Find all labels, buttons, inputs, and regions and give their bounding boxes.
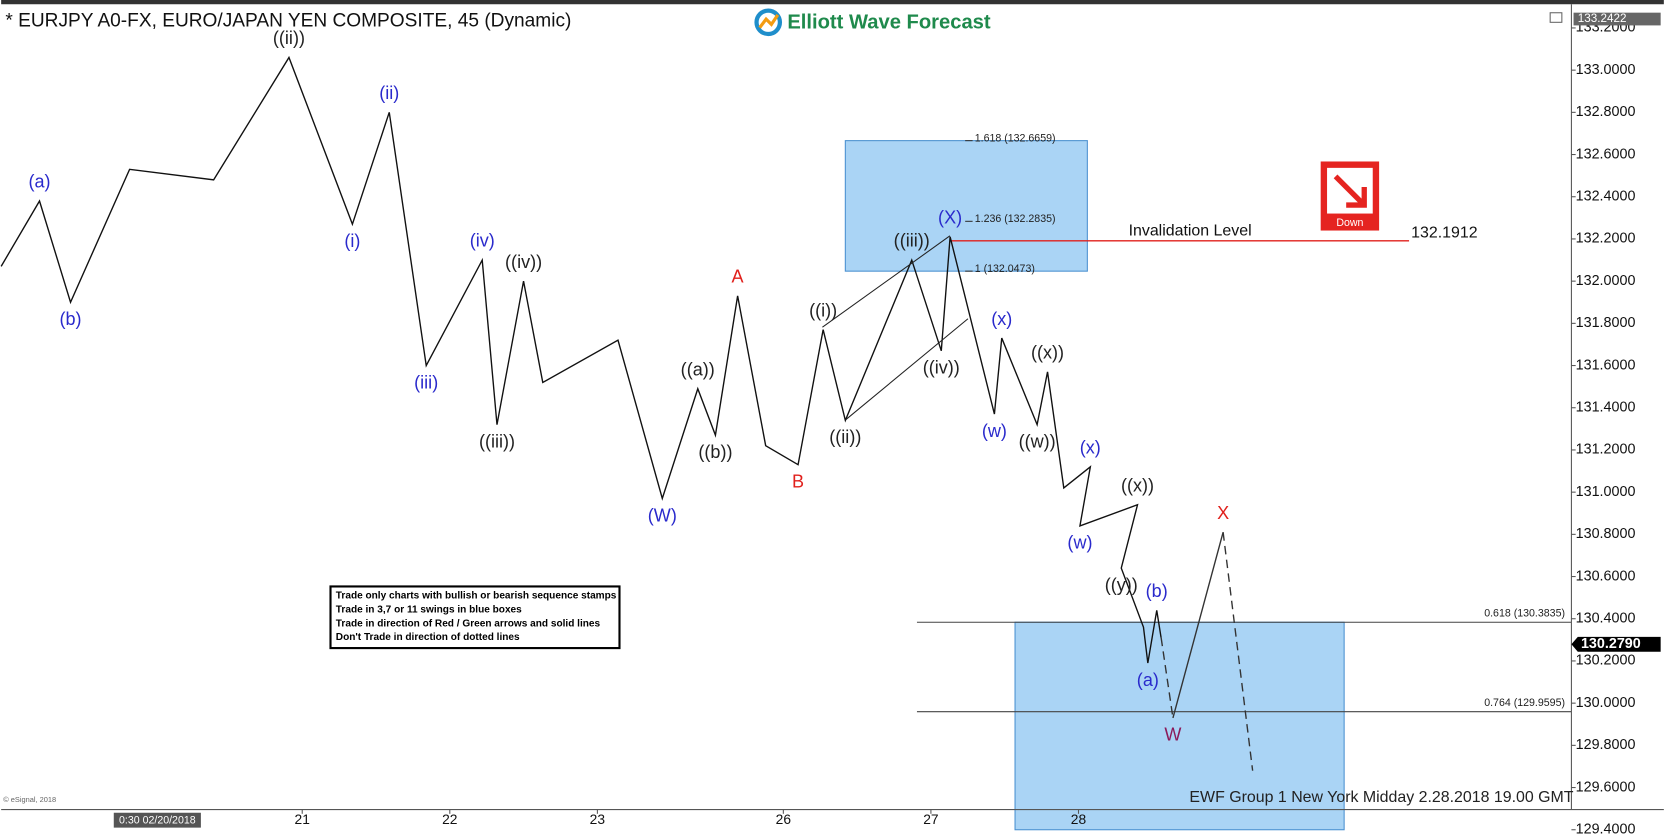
- y-tick-label: 131.4000: [1576, 400, 1636, 416]
- x-tick-label: 22: [442, 811, 457, 827]
- y-tick-label: 132.0000: [1576, 273, 1636, 289]
- y-tick-label: 130.4000: [1576, 611, 1636, 627]
- chart-title: * EURJPY A0-FX, EURO/JAPAN YEN COMPOSITE…: [5, 10, 571, 31]
- wave-label: (W): [648, 505, 677, 525]
- wave-label: (X): [938, 208, 962, 228]
- x-tick-label: 23: [590, 811, 606, 827]
- fib-label: 1.618 (132.6659): [975, 132, 1056, 144]
- target-zone: [1014, 621, 1345, 831]
- wave-label: (b): [1146, 581, 1168, 601]
- wave-label: ((x)): [1031, 343, 1064, 363]
- y-tick-label: 130.0000: [1576, 695, 1636, 711]
- target-zone: [844, 140, 1088, 272]
- price-tag: [1573, 12, 1661, 26]
- fib-label: 0.618 (130.3835): [1484, 608, 1565, 620]
- y-tick-label: 132.2000: [1576, 231, 1636, 247]
- wave-label: ((a)): [681, 359, 715, 379]
- x-tick-label: 27: [923, 811, 938, 827]
- rule-text: Trade only charts with bullish or bearis…: [336, 591, 617, 602]
- fib-label: 1 (132.0473): [975, 263, 1035, 275]
- wave-label: ((y)): [1105, 575, 1138, 595]
- wave-label: X: [1217, 503, 1229, 523]
- y-tick-label: 129.4000: [1576, 822, 1636, 834]
- y-tick-label: 131.0000: [1576, 484, 1636, 500]
- wave-label: ((x)): [1121, 476, 1154, 496]
- x-tick-label: 26: [776, 811, 792, 827]
- last-price-tag: [1571, 636, 1661, 652]
- wave-label: ((iv)): [505, 252, 542, 272]
- wave-label: (w): [982, 421, 1007, 441]
- last-price-label: 130.2790: [1581, 636, 1641, 652]
- wave-label: ((b)): [698, 442, 732, 462]
- rule-text: Trade in 3,7 or 11 swings in blue boxes: [336, 605, 522, 616]
- y-tick-label: 133.0000: [1576, 62, 1636, 78]
- wave-label: (a): [28, 172, 50, 192]
- wave-label: (i): [344, 231, 360, 251]
- wave-label: ((i)): [809, 300, 837, 320]
- y-tick-label: 129.8000: [1576, 737, 1636, 753]
- x-tick-label: 28: [1071, 811, 1087, 827]
- rule-text: Trade in direction of Red / Green arrows…: [336, 618, 601, 629]
- wave-label: A: [732, 267, 744, 287]
- y-tick-label: 132.4000: [1576, 189, 1636, 205]
- window-icon: [1549, 12, 1563, 23]
- rule-text: Don't Trade in direction of dotted lines: [336, 632, 520, 643]
- y-tick-label: 130.2000: [1576, 653, 1636, 669]
- y-tick-label: 130.8000: [1576, 526, 1636, 542]
- wave-label: ((ii)): [829, 427, 861, 447]
- price-tag-label: 133.2422: [1578, 12, 1627, 25]
- fib-label: 1.236 (132.2835): [975, 213, 1056, 225]
- badge-arrow: [1333, 174, 1367, 208]
- top-border: [1, 0, 1664, 5]
- wave-label: (a): [1137, 670, 1159, 690]
- rules-box: Trade only charts with bullish or bearis…: [329, 585, 621, 650]
- footer: EWF Group 1 New York Midday 2.28.2018 19…: [1189, 789, 1573, 806]
- logo-icon: [754, 8, 783, 37]
- wave-label: (x): [1080, 438, 1101, 458]
- price-line: [0, 55, 1162, 664]
- channel-line: [845, 318, 969, 421]
- copyright: © eSignal, 2018: [3, 795, 56, 804]
- down-badge: Down: [1320, 161, 1380, 231]
- x-tick-label: 21: [295, 811, 310, 827]
- logo: Elliott Wave Forecast: [754, 8, 991, 37]
- wave-label: ((iv)): [923, 358, 960, 378]
- cursor-time: 0:30 02/20/2018: [119, 815, 196, 827]
- wave-label: (x): [991, 309, 1012, 329]
- projection-line: [1172, 532, 1224, 719]
- y-tick-label: 132.8000: [1576, 104, 1636, 120]
- wave-label: ((w)): [1019, 431, 1056, 451]
- y-tick-label: 131.6000: [1576, 357, 1636, 373]
- channel-line: [822, 235, 951, 328]
- cursor-time-box: [113, 812, 201, 828]
- y-tick-label: 131.2000: [1576, 442, 1636, 458]
- y-tick-label: 132.6000: [1576, 146, 1636, 162]
- wave-label: ((iii)): [479, 431, 515, 451]
- fib-label: 0.764 (129.9595): [1484, 697, 1565, 709]
- badge-text: Down: [1336, 217, 1363, 229]
- y-tick-label: 130.6000: [1576, 568, 1636, 584]
- wave-label: W: [1164, 725, 1181, 745]
- wave-label: (w): [1067, 533, 1092, 553]
- wave-label: ((ii)): [273, 28, 305, 48]
- invalidation-value: 132.1912: [1411, 225, 1478, 242]
- wave-label: (iii): [414, 372, 438, 392]
- logo-text: Elliott Wave Forecast: [787, 12, 991, 34]
- wave-label: ((iii)): [894, 231, 930, 251]
- invalidation-label: Invalidation Level: [1129, 222, 1252, 239]
- wave-label: (iv): [470, 231, 495, 251]
- rules-frame: [329, 585, 621, 650]
- projection-line: [1222, 532, 1254, 771]
- plot-area: 1.618 (132.6659) 1.236 (132.2835) 1 (132.0…: [0, 28, 1572, 831]
- y-tick-label: 131.8000: [1576, 315, 1636, 331]
- wave-label: B: [792, 472, 804, 492]
- wave-label: (ii): [379, 83, 399, 103]
- wave-label: (b): [59, 309, 81, 329]
- logo-icon-arrow: [758, 13, 780, 29]
- y-tick-label: 129.6000: [1576, 779, 1636, 795]
